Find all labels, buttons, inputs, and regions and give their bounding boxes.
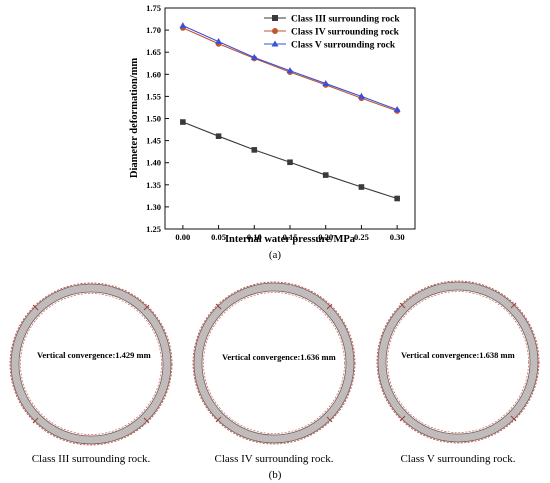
- legend-entry-class-iv: Class IV surrounding rock: [264, 28, 400, 38]
- y-tick-label: 1.75: [146, 3, 161, 13]
- data-point: [393, 106, 401, 113]
- data-point: [322, 79, 330, 86]
- legend-entry-class-iii: Class III surrounding rock: [264, 15, 400, 25]
- x-axis-title: Internal water pressure/MPa: [225, 234, 356, 245]
- y-tick-label: 1.50: [146, 114, 161, 124]
- data-point: [394, 195, 400, 202]
- series-1: [180, 119, 400, 202]
- vertical-convergence-label: Vertical convergence:1.636 mm: [222, 352, 336, 362]
- x-tick-label: 0.00: [175, 232, 190, 242]
- data-point: [180, 119, 186, 125]
- line-chart: 1.25 1.30 1.35 1.40 1.45 1.50 1.55 1.60 1.65 1.70…: [129, 3, 416, 245]
- data-point: [215, 37, 222, 44]
- y-axis-title: Diameter deformation/mm: [129, 58, 140, 178]
- data-point: [287, 159, 293, 166]
- y-tick-label: 1.35: [146, 180, 161, 190]
- vertical-convergence-label: Vertical convergence:1.638 mm: [401, 350, 515, 360]
- segment-joints: [215, 303, 333, 423]
- ring-caption-class-iii: Class III surrounding rock.: [32, 453, 151, 465]
- x-tick-label: 0.30: [390, 232, 405, 242]
- tunnel-ring-class-iii: Vertical convergence:1.429 mm: [9, 282, 173, 446]
- series-layer: [179, 22, 401, 202]
- tunnel-ring-class-v: Vertical convergence:1.638 mm: [376, 280, 540, 444]
- legend-label: Class III surrounding rock: [291, 15, 400, 25]
- panel-b-label: (b): [269, 469, 282, 481]
- y-tick-label: 1.60: [146, 69, 161, 79]
- y-tick-label: 1.40: [146, 158, 161, 168]
- y-tick-label: 1.30: [146, 202, 161, 212]
- data-point: [322, 172, 329, 178]
- data-point: [179, 22, 187, 29]
- y-axis: 1.25 1.30 1.35 1.40 1.45 1.50 1.55 1.60 1.65 1.70…: [146, 3, 169, 234]
- data-point: [250, 53, 258, 60]
- x-tick-label: 0.05: [211, 232, 226, 242]
- y-tick-label: 1.45: [146, 136, 161, 146]
- ring-caption-class-iv: Class IV surrounding rock.: [215, 453, 334, 465]
- tunnel-ring-class-iv: Vertical convergence:1.636 mm: [192, 281, 356, 445]
- series-3: [179, 22, 401, 113]
- data-point: [251, 147, 258, 153]
- data-point: [358, 92, 365, 99]
- data-point: [286, 67, 294, 74]
- segment-joints: [399, 302, 517, 422]
- legend-entry-class-v: Class V surrounding rock: [264, 40, 396, 51]
- data-point: [215, 133, 222, 139]
- ring-caption-class-v: Class V surrounding rock.: [400, 453, 515, 465]
- x-tick-label: 0.15: [283, 232, 298, 242]
- vertical-convergence-label: Vertical convergence:1.429 mm: [37, 350, 151, 360]
- y-tick-label: 1.55: [146, 91, 161, 101]
- legend-label: Class IV surrounding rock: [291, 28, 400, 38]
- panel-a-label: (a): [269, 249, 282, 261]
- segment-joints: [32, 304, 150, 424]
- x-tick-label: 0.10: [247, 232, 262, 242]
- y-tick-label: 1.70: [146, 25, 161, 35]
- y-tick-label: 1.25: [146, 224, 161, 234]
- x-tick-label: 0.25: [354, 232, 369, 242]
- x-axis: 0.00 0.05 0.10 0.15 0.20 0.25 0.30: [175, 225, 405, 242]
- x-tick-label: 0.20: [318, 232, 333, 242]
- legend-label: Class V surrounding rock: [291, 41, 396, 51]
- legend: Class III surrounding rock Class IV surr…: [264, 15, 400, 51]
- y-tick-label: 1.65: [146, 47, 161, 57]
- data-point: [358, 184, 365, 190]
